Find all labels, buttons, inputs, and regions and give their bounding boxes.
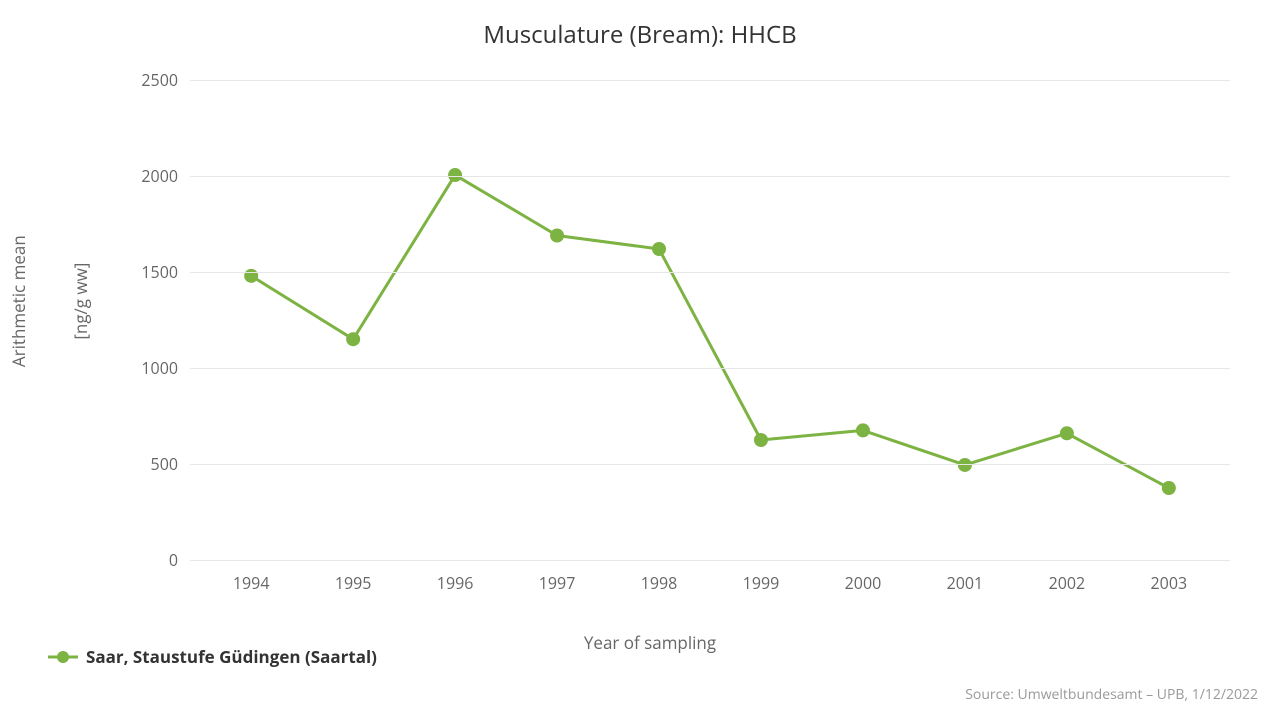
x-tick-label: 1995 [335, 572, 372, 594]
y-axis-label-line1: Arithmetic mean [7, 235, 30, 367]
x-tick-label: 2003 [1151, 572, 1188, 594]
data-point[interactable] [550, 229, 564, 243]
legend: Saar, Staustufe Güdingen (Saartal) [48, 645, 377, 668]
gridline [190, 368, 1230, 369]
source-attribution: Source: Umweltbundesamt – UPB, 1/12/2022 [965, 685, 1258, 704]
data-point[interactable] [1060, 426, 1074, 440]
data-point[interactable] [1162, 481, 1176, 495]
x-tick-label: 1996 [437, 572, 474, 594]
data-point[interactable] [856, 423, 870, 437]
gridline [190, 464, 1230, 465]
data-point[interactable] [346, 332, 360, 346]
y-tick-label: 1500 [118, 261, 178, 283]
chart-container: Arithmetic mean [ng/g ww] 05001000150020… [60, 60, 1240, 600]
x-tick-label: 2000 [845, 572, 882, 594]
legend-series-label: Saar, Staustufe Güdingen (Saartal) [86, 645, 377, 668]
gridline [190, 272, 1230, 273]
data-point[interactable] [244, 269, 258, 283]
data-point[interactable] [754, 433, 768, 447]
x-tick-label: 1997 [539, 572, 576, 594]
series-line [251, 175, 1169, 488]
x-tick-label: 2001 [947, 572, 984, 594]
plot-area: 0500100015002000250019941995199619971998… [190, 80, 1230, 560]
gridline [190, 560, 1230, 561]
chart-title: Musculature (Bream): HHCB [0, 0, 1280, 51]
y-tick-label: 2500 [118, 69, 178, 91]
x-tick-label: 1999 [743, 572, 780, 594]
y-axis-label: Arithmetic mean [ng/g ww] [0, 235, 111, 385]
y-axis-label-line2: [ng/g ww] [68, 263, 91, 340]
y-tick-label: 1000 [118, 357, 178, 379]
x-tick-label: 1994 [233, 572, 270, 594]
y-tick-label: 500 [118, 453, 178, 475]
x-tick-label: 2002 [1049, 572, 1086, 594]
gridline [190, 80, 1230, 81]
legend-swatch [48, 650, 78, 664]
x-tick-label: 1998 [641, 572, 678, 594]
data-layer [190, 80, 1230, 560]
y-tick-label: 0 [118, 549, 178, 571]
gridline [190, 176, 1230, 177]
y-tick-label: 2000 [118, 165, 178, 187]
data-point[interactable] [652, 242, 666, 256]
